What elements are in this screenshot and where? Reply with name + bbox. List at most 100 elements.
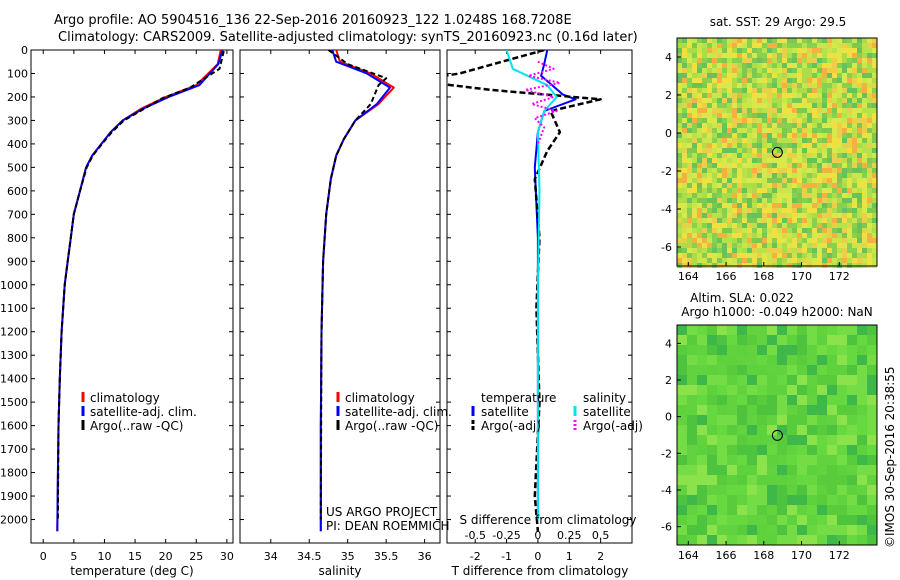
map-cell [682,138,687,143]
map-cell [677,108,682,113]
map-cell [737,233,742,238]
map-cell [782,118,787,123]
map-cell [727,73,732,78]
map-cell [767,335,777,345]
map-cell [757,505,767,515]
map-cell [837,233,842,238]
map-cell [832,183,837,188]
map-cell [722,128,727,133]
map-cell [682,43,687,48]
map-cell [677,153,682,158]
map-cell [757,133,762,138]
map-cell [817,525,827,535]
map-cell [777,258,782,263]
map-cell [807,248,812,253]
map-cell [777,43,782,48]
map-cell [687,243,692,248]
map-cell [677,365,687,375]
map-cell [687,445,697,455]
difference-legend: temperature satellite Argo(-adj) salinit… [471,391,643,433]
y-tick-label: 0 [21,44,28,57]
map-cell [677,258,682,263]
map-cell [782,123,787,128]
map-cell [677,83,682,88]
map-cell [727,53,732,58]
map-cell [702,253,707,258]
map-cell [767,78,772,83]
map-cell [722,213,727,218]
map-cell [767,173,772,178]
map-cell [862,193,867,198]
map-cell [777,425,787,435]
map-cell [797,163,802,168]
map-cell [807,203,812,208]
map-cell [832,203,837,208]
map-cell [742,138,747,143]
map-cell [742,98,747,103]
map-cell [777,63,782,68]
map-cell [712,168,717,173]
map-cell [857,203,862,208]
map-cell [827,118,832,123]
map-cell [717,355,727,365]
map-cell [842,178,847,183]
map-cell [782,238,787,243]
map-cell [732,178,737,183]
map-cell [717,375,727,385]
map-cell [702,123,707,128]
map-cell [717,133,722,138]
map-cell [717,183,722,188]
map-cell [817,138,822,143]
map-cell [802,113,807,118]
map-cell [722,223,727,228]
map-cell [692,38,697,43]
map-cell [682,113,687,118]
map-cell [767,148,772,153]
map-cell [797,218,802,223]
map-cell [867,335,877,345]
map-cell [807,83,812,88]
map-cell [697,218,702,223]
map-cell [712,43,717,48]
map-cell [867,233,872,238]
y-tick-label: 1800 [0,467,28,480]
x-tick-label: 15 [128,550,142,563]
map-cell [852,258,857,263]
map-cell [687,335,697,345]
map-cell [807,68,812,73]
map-cell [767,223,772,228]
map-cell [747,335,757,345]
map-cell [812,178,817,183]
map-cell [737,495,747,505]
map-cell [857,93,862,98]
map-cell [872,123,877,128]
map-cell [827,73,832,78]
map-cell [697,183,702,188]
map-cell [817,108,822,113]
map-cell [697,345,707,355]
map-cell [732,103,737,108]
map-cell [687,233,692,238]
map-cell [837,63,842,68]
map-cell [797,138,802,143]
map-cell [727,495,737,505]
map-cell [797,253,802,258]
float-position-marker [771,146,783,158]
map-cell [852,143,857,148]
map-cell [782,258,787,263]
map-cell [682,148,687,153]
map-cell [872,113,877,118]
legend-climatology: climatology [90,391,160,405]
map-cell [777,228,782,233]
map-cell [687,258,692,263]
map-cell [747,48,752,53]
map-cell [807,153,812,158]
map-cell [697,203,702,208]
map-cell [752,158,757,163]
map-cell [707,38,712,43]
map-cell [677,133,682,138]
map-cell [747,385,757,395]
map-cell [827,103,832,108]
map-cell [787,208,792,213]
map-cell [727,123,732,128]
